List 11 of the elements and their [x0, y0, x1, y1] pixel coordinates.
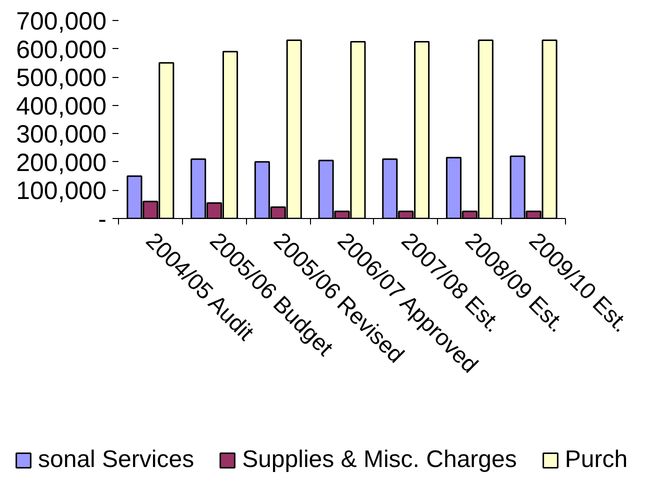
y-tick-label: 100,000 [16, 177, 107, 206]
legend-label: Purch [564, 446, 628, 474]
y-tick-label: 200,000 [16, 148, 107, 177]
y-tick-label: 600,000 [16, 36, 107, 64]
legend-label: sonal Services [38, 446, 194, 474]
y-tick-label: 500,000 [16, 64, 107, 92]
y-tick-label: 300,000 [16, 120, 107, 149]
y-tick-label: 700,000 [16, 8, 107, 36]
y-tick-label: 400,000 [16, 92, 107, 120]
legend-label: Supplies & Misc. Charges [242, 446, 517, 474]
y-tick-label: - [98, 206, 107, 234]
